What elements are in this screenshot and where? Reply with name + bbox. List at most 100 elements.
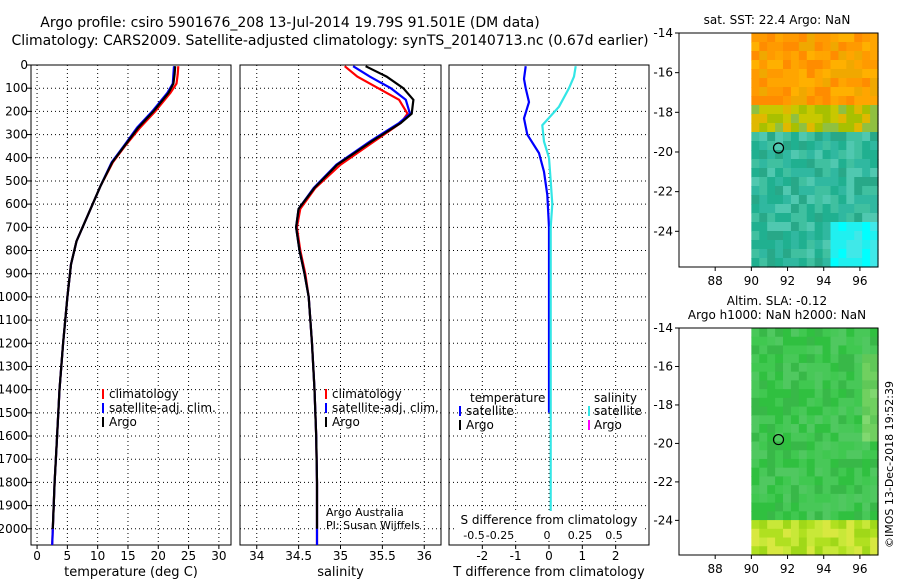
sst-heat-cell — [790, 96, 800, 106]
sla-heat-cell — [790, 511, 800, 521]
sla-ytick-label: -14 — [653, 321, 673, 335]
sla-heat-cell — [862, 406, 871, 416]
sla-heat-cell — [798, 493, 808, 504]
sst-heat-cell — [862, 213, 871, 223]
sst-heat-cell — [822, 51, 832, 61]
sla-heat-cell — [783, 380, 792, 390]
sst-heat-cell — [798, 42, 808, 52]
sst-heat-cell — [862, 51, 871, 61]
sst-heat-cell — [862, 78, 871, 88]
depth-tick-label: 200 — [5, 104, 28, 118]
sst-heat-cell — [751, 69, 760, 79]
sst-heat-cell — [854, 222, 863, 232]
sst-heat-cell — [806, 204, 816, 214]
map-sla: -14 -16 -18 -20 -22 -24 88 90 92 94 96 Altim. SLA: … — [653, 294, 879, 576]
sst-heat-cell — [838, 150, 847, 160]
sla-heat-cell — [854, 397, 863, 408]
sla-heat-cell — [838, 362, 847, 373]
sla-heat-cell — [854, 485, 863, 495]
sla-heat-cell — [798, 415, 808, 425]
sla-heat-cell — [838, 467, 847, 478]
sla-heat-cell — [767, 467, 776, 478]
sst-heat-cell — [798, 33, 808, 43]
sst-heat-cell — [862, 96, 871, 106]
sla-heat-cell — [783, 537, 792, 547]
title-line-2: Climatology: CARS2009. Satellite-adjuste… — [11, 33, 648, 49]
sst-heat-cell — [790, 78, 800, 88]
sst-heat-cell — [759, 159, 768, 169]
sst-heat-cell — [806, 168, 816, 178]
sst-heat-cell — [806, 141, 816, 151]
sst-heat-cell — [854, 114, 863, 124]
depth-tick-label: 400 — [5, 151, 28, 165]
sst-heat-cell — [775, 249, 784, 259]
sst-heat-cell — [870, 123, 879, 133]
sla-heat-cell — [814, 415, 824, 425]
sst-heat-cell — [790, 249, 800, 259]
sla-heat-cell — [798, 520, 808, 530]
sst-heat-cell — [814, 177, 824, 187]
sla-heat-cell — [846, 511, 855, 521]
sla-heat-cell — [838, 537, 847, 547]
sst-heat-cell — [830, 231, 840, 241]
sst-heat-cell — [790, 141, 800, 151]
sst-heat-cell — [870, 213, 879, 223]
sla-heat-cell — [846, 493, 855, 504]
temperature-xtick-label: 15 — [120, 549, 135, 563]
sst-heat-cell — [759, 33, 768, 43]
sst-heat-cell — [759, 141, 768, 151]
sla-heat-cell — [759, 406, 768, 416]
sst-ytick-label: -16 — [653, 66, 673, 80]
sst-heat-cell — [775, 222, 784, 232]
sst-heat-cell — [830, 69, 840, 79]
sst-heat-cell — [798, 195, 808, 205]
sst-heat-cell — [767, 60, 776, 70]
sla-ytick-label: -18 — [653, 398, 673, 412]
sst-heat-cell — [775, 96, 784, 106]
sst-heat-cell — [822, 186, 832, 196]
sst-heat-cell — [814, 222, 824, 232]
sla-heat-cell — [822, 458, 832, 469]
sst-heat-cell — [846, 240, 855, 250]
sst-heat-cell — [790, 177, 800, 187]
sst-heat-cell — [830, 114, 840, 124]
temperature-xtick-label: 30 — [211, 549, 226, 563]
sla-heat-cell — [854, 406, 863, 416]
sst-heat-cell — [870, 51, 879, 61]
sst-heat-cell — [862, 42, 871, 52]
sla-heat-cell — [783, 476, 792, 486]
sst-heat-cell — [751, 195, 760, 205]
sla-heat-cell — [775, 537, 784, 547]
sla-heat-cell — [814, 406, 824, 416]
sla-heat-cell — [814, 371, 824, 381]
sst-heat-cell — [767, 33, 776, 43]
sst-heat-cell — [870, 204, 879, 214]
sla-heat-cell — [751, 432, 760, 443]
sla-ytick-label: -20 — [653, 436, 673, 450]
sla-heat-cell — [830, 389, 840, 399]
sla-heat-cell — [798, 458, 808, 469]
sla-heat-cell — [806, 432, 816, 443]
sla-heat-cell — [798, 511, 808, 521]
sst-heat-cell — [751, 258, 760, 268]
diff-legend-temperature-title: temperature — [470, 391, 545, 405]
sla-heat-cell — [854, 380, 863, 390]
sla-heat-cell — [870, 432, 879, 443]
sst-heat-cell — [759, 258, 768, 268]
sst-heat-cell — [806, 96, 816, 106]
sla-heat-cell — [870, 528, 879, 539]
sla-heat-cell — [790, 546, 800, 556]
sla-heat-cell — [751, 467, 760, 478]
sst-heat-cell — [830, 240, 840, 250]
sst-xtick-label: 90 — [744, 274, 759, 288]
sst-heat-cell — [806, 114, 816, 124]
sla-heat-cell — [798, 476, 808, 486]
sst-heat-cell — [759, 123, 768, 133]
sla-heat-cell — [862, 424, 871, 434]
depth-tick-label: 1200 — [0, 336, 28, 350]
sst-heat-cell — [830, 42, 840, 52]
sla-heat-cell — [846, 328, 855, 338]
sst-heat-cell — [838, 87, 847, 97]
sla-heat-cell — [783, 450, 792, 460]
sst-xtick-label: 88 — [708, 274, 723, 288]
